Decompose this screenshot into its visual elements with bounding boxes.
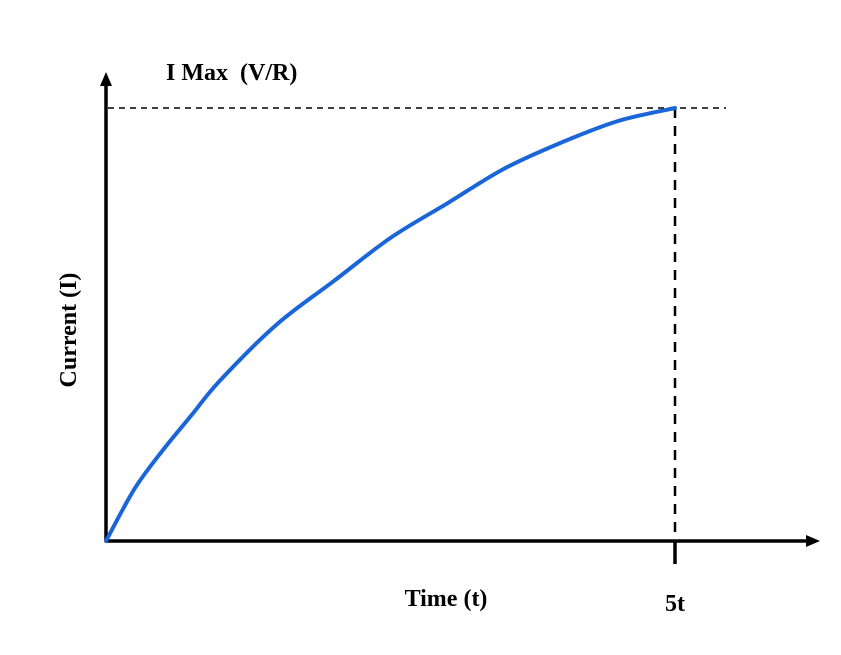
curve-point-4: [218, 379, 221, 382]
current-curve: [104, 106, 677, 543]
curve-point-6: [332, 280, 335, 283]
curve-point-5: [275, 323, 278, 326]
curve-point-2: [161, 449, 164, 452]
curve-points: [105, 107, 676, 542]
curve-point-8: [446, 202, 449, 205]
curve-point-10: [560, 141, 563, 144]
curve-point-11: [617, 120, 620, 122]
curve-point-12: [674, 107, 676, 109]
curve-point-7: [389, 236, 392, 239]
curve-point-1: [133, 488, 136, 490]
y-axis-arrowhead: [100, 72, 112, 86]
x-axis-label: Time (t): [405, 586, 488, 612]
max-current-label: I Max (V/R): [166, 60, 297, 86]
y-axis-label: Current (I): [56, 273, 82, 388]
x-axis-arrowhead: [806, 535, 820, 547]
x-tick-label: 5t: [665, 591, 685, 617]
curve-point-3: [190, 414, 193, 417]
curve-point-0: [105, 540, 107, 542]
curve-point-9: [503, 167, 506, 170]
guide-lines: [108, 107, 726, 541]
axes: [100, 72, 820, 564]
